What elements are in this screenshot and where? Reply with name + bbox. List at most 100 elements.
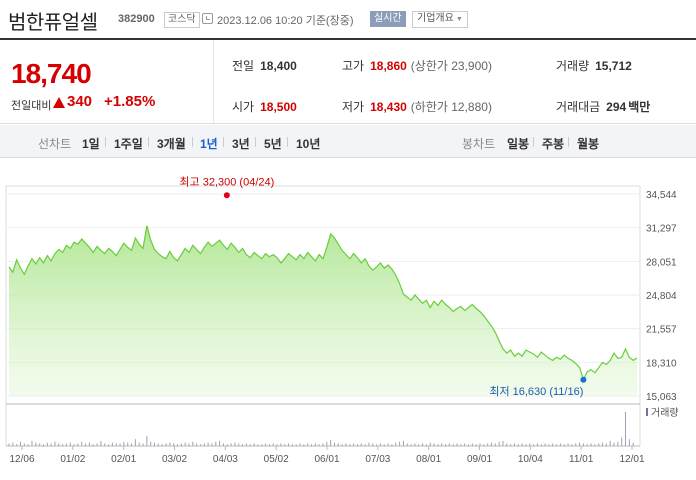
volume-bar [326,441,328,446]
volume-bar [27,444,29,446]
volume-bar [513,443,515,446]
volume-bar [88,442,90,446]
separator [105,137,106,147]
volume-bar [215,441,217,446]
price-chart[interactable]: 34,544 31,297 28,051 24,804 21,557 18,310 15,0… [0,158,696,480]
y-tick-label: 31,297 [646,224,677,235]
volume-bar [521,443,523,446]
volume-bar [291,444,293,446]
stat-value: 15,712 [595,59,632,73]
volume-bar [322,443,324,446]
stat-value: 294 [606,100,627,114]
low-marker [580,376,587,383]
volume-bar [422,443,424,446]
volume-bar [556,444,558,446]
volume-bar [479,443,481,446]
volume-bar [54,441,56,446]
x-tick-label: 12/01 [619,454,644,465]
separator [223,137,224,147]
volume-bar [395,442,397,446]
volume-bar [502,440,504,446]
volume-bar [35,442,37,446]
volume-bar [341,444,343,446]
volume-bar [242,444,244,446]
volume-bar [345,443,347,446]
stat-high: 고가 18,860 (상한가 23,900) [342,57,492,74]
x-tick-label: 11/01 [569,454,594,465]
volume-bar [456,443,458,446]
volume-bar [85,443,87,446]
volume-bar [73,444,75,446]
volume-bar [594,444,596,446]
volume-bar [464,443,466,446]
volume-bar [131,443,133,446]
volume-bar [173,443,175,446]
candle-monthly[interactable]: 월봉 [577,137,600,151]
volume-bar [253,443,255,446]
realtime-button[interactable]: 실시간 [370,11,406,27]
volume-bar [127,442,129,446]
volume-bar [529,443,531,446]
x-tick-label: 01/02 [60,454,85,465]
y-tick-label: 18,310 [646,358,677,369]
y-tick-label: 28,051 [646,257,677,268]
volume-bar [360,443,362,446]
volume-bar [448,443,450,446]
range-3m[interactable]: 3개월 [157,137,186,151]
range-1y[interactable]: 1년 [200,137,218,151]
volume-bar [257,444,259,446]
range-1d[interactable]: 1일 [82,137,100,151]
company-overview-button[interactable]: 기업개요 ▼ [412,11,468,28]
separator [192,137,193,147]
volume-bar [226,444,228,446]
volume-bar [605,443,607,446]
candle-daily[interactable]: 일봉 [507,137,530,151]
volume-bar [579,442,581,446]
x-tick-label: 08/01 [416,454,441,465]
volume-bar [475,444,477,446]
change-percent: +1.85% [104,93,156,110]
volume-bar [487,443,489,446]
volume-bar [590,443,592,446]
volume-bar [433,443,435,446]
volume-bar [196,443,198,446]
volume-bar [276,444,278,446]
volume-bar [154,442,156,446]
volume-bar [437,444,439,446]
candle-weekly[interactable]: 주봉 [542,137,565,151]
stat-low: 저가 18,430 (하한가 12,880) [342,98,492,115]
volume-bar [368,442,370,446]
volume-bar [104,443,106,446]
range-3y[interactable]: 3년 [232,137,250,151]
volume-bar [165,443,167,446]
x-tick-label: 07/03 [365,454,390,465]
volume-bar [356,444,358,446]
volume-bar [180,443,182,446]
volume-bar [230,443,232,446]
volume-bar [318,444,320,446]
market-badge: 코스닥 [164,12,200,28]
volume-bar [199,444,201,446]
volume-bar [582,443,584,446]
volume-legend-icon [646,408,648,416]
y-tick-label: 34,544 [646,190,677,201]
range-10y[interactable]: 10년 [296,137,321,151]
volume-bar [441,443,443,446]
volume-bar [184,442,186,446]
volume-bar [379,443,381,446]
volume-bar [410,444,412,446]
range-5y[interactable]: 5년 [264,137,282,151]
x-tick-label: 10/04 [518,454,543,465]
volume-bar [219,440,221,446]
stat-value: 18,500 [260,100,297,114]
stock-header: 범한퓨얼셀 382900 코스닥 2023.12.06 10:20 기준(장중)… [0,0,696,38]
volume-bar [288,443,290,446]
stat-sub: (상한가 23,900) [410,59,492,73]
stat-volume: 거래량 15,712 [556,57,632,74]
y-tick-label: 24,804 [646,291,677,302]
volume-bar [280,443,282,446]
range-1w[interactable]: 1주일 [114,137,143,151]
range-bar: 선차트 1일 1주일 3개월 1년 3년 5년 10년 봉차트 일봉 주봉 월봉 [0,125,696,158]
volume-bar [211,443,213,446]
volume-bar [510,444,512,446]
